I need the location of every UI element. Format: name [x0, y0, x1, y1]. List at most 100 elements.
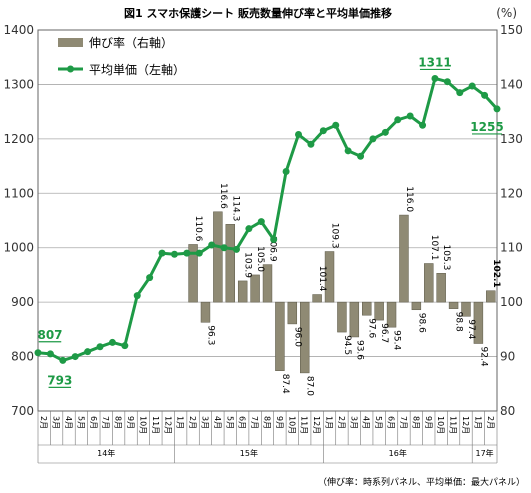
avg-price-point: [493, 105, 501, 113]
month-label: 5月: [374, 416, 383, 429]
growth-bar: [473, 301, 484, 344]
growth-bar-label: 105.3: [441, 245, 451, 271]
month-label: 2月: [337, 416, 346, 429]
growth-bar: [362, 301, 372, 316]
avg-price-point: [468, 82, 476, 90]
growth-bar: [213, 211, 223, 303]
growth-bar: [411, 301, 422, 311]
legend-line-marker: [67, 65, 74, 73]
growth-bar-label: 97.4: [466, 319, 476, 339]
avg-price-point: [431, 74, 439, 82]
month-label: 1月: [325, 416, 334, 429]
avg-price-point: [282, 168, 290, 176]
right-tick-label: 130: [500, 132, 523, 146]
month-label: 9月: [275, 416, 284, 429]
growth-bar: [300, 301, 310, 374]
growth-bar: [200, 301, 211, 323]
avg-price-point: [381, 128, 389, 136]
avg-price-point: [295, 131, 303, 139]
x-axis: 2月 3月 4月 5月 6月 7月 8月 9月 10月 11月 12月 1月 2月 3月 4月 5月 6月 7月 8…: [37, 411, 498, 464]
month-label: 3月: [349, 416, 358, 429]
avg-price-callout: 1255: [470, 120, 503, 134]
growth-bar: [275, 301, 285, 371]
avg-price-point: [307, 140, 315, 148]
growth-rate-labels: 110.6 96.3 116.6 114.3 103.9 105.0 106.9 87.4 96…: [193, 183, 501, 396]
avg-price-point: [344, 147, 352, 155]
avg-price-point: [481, 91, 489, 99]
growth-bar-label: 87.0: [305, 376, 315, 396]
growth-bar: [262, 264, 273, 303]
month-label: 10月: [138, 416, 147, 434]
avg-price-point: [319, 127, 327, 135]
gridlines: [37, 29, 498, 412]
growth-bar-label: 105.0: [255, 246, 265, 272]
growth-bar: [386, 301, 397, 328]
growth-bar: [461, 301, 471, 317]
growth-bar-label: 103.9: [243, 252, 253, 278]
avg-price-callout: 807: [37, 328, 62, 342]
growth-bar: [399, 214, 409, 303]
year-label: 17年: [476, 448, 494, 458]
avg-price-point: [46, 350, 54, 358]
right-tick-label: 120: [500, 186, 523, 200]
avg-price-callouts: 807 793 1311 1255: [37, 55, 504, 388]
chart-note: （伸び率：時系列パネル、平均単価：最大パネル）: [318, 476, 525, 488]
year-label: 14年: [97, 448, 115, 458]
growth-bar: [349, 301, 360, 338]
growth-bar-label: 92.4: [478, 347, 488, 367]
avg-price-point: [146, 274, 154, 282]
month-label: 6月: [238, 416, 247, 429]
avg-price-point: [357, 152, 365, 160]
avg-price-point: [34, 349, 42, 357]
left-tick-label: 1000: [3, 241, 34, 255]
month-label: 7月: [250, 416, 259, 429]
avg-price-point: [270, 236, 278, 244]
month-label: 1月: [473, 416, 482, 429]
month-label: 4月: [213, 416, 222, 429]
chart-title: 図1 スマホ保護シート 販売数量伸び率と平均単価推移: [124, 6, 392, 20]
month-label: 6月: [89, 416, 98, 429]
growth-bar-label: 114.3: [230, 196, 240, 222]
month-label: 9月: [126, 416, 135, 429]
avg-price-point: [456, 89, 464, 97]
left-tick-label: 900: [11, 295, 34, 309]
month-label: 11月: [300, 416, 309, 434]
month-label: 3月: [52, 416, 61, 429]
avg-price-point: [208, 241, 216, 249]
avg-price-point: [257, 218, 265, 226]
month-label: 11月: [151, 416, 160, 434]
growth-bar-label: 94.5: [342, 335, 352, 355]
month-label: 4月: [362, 416, 371, 429]
month-label: 12月: [163, 416, 172, 434]
growth-bar: [486, 290, 496, 303]
avg-price-point: [183, 249, 191, 257]
month-label: 8月: [263, 416, 272, 429]
growth-bar-label: 107.1: [429, 235, 439, 261]
growth-bar-label: 102.1: [491, 259, 501, 287]
right-tick-label: 80: [500, 404, 515, 418]
month-label: 11月: [449, 416, 458, 434]
growth-bar: [287, 301, 298, 325]
avg-price-point: [406, 112, 414, 120]
growth-bar: [324, 251, 335, 303]
growth-bar-label: 98.8: [454, 312, 464, 332]
avg-price-point: [121, 342, 129, 350]
year-label: 16年: [389, 448, 407, 458]
avg-price-point: [96, 343, 104, 351]
growth-bar: [250, 274, 260, 303]
growth-bar: [188, 244, 198, 303]
growth-bar-label: 97.6: [367, 318, 377, 338]
legend-bar-label: 伸び率（右軸）: [89, 35, 173, 50]
left-tick-label: 1300: [3, 77, 34, 91]
avg-price-point: [369, 135, 377, 143]
growth-bar: [374, 301, 384, 321]
month-label: 7月: [101, 416, 110, 429]
growth-rate-bars: [188, 211, 496, 374]
growth-bar: [337, 301, 347, 333]
right-tick-label: 110: [500, 241, 523, 255]
right-axis-unit: (%): [496, 6, 517, 20]
legend-line-label: 平均単価（左軸）: [89, 62, 185, 77]
left-axis-ticks: 700 800 900 1000 1100 1200 1300 1400: [3, 23, 34, 418]
avg-price-line: [34, 74, 501, 364]
growth-bar-label: 116.0: [404, 186, 414, 212]
